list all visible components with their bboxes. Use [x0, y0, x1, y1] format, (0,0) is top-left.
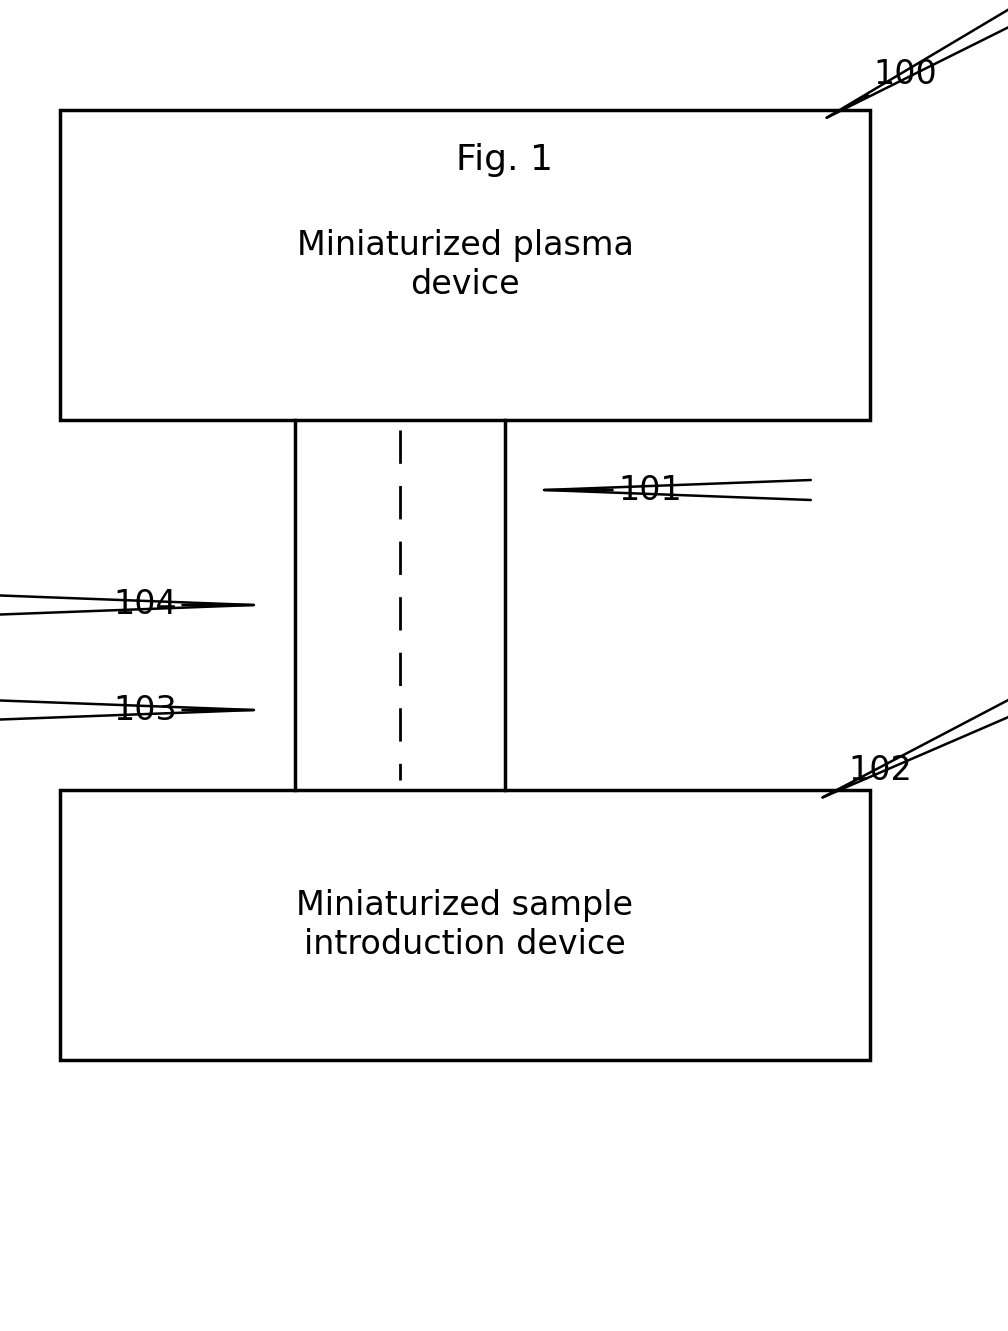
Text: 100: 100: [827, 0, 1008, 117]
Text: Fig. 1: Fig. 1: [456, 142, 552, 177]
Text: 104: 104: [0, 588, 254, 622]
Text: Miniaturized sample
introduction device: Miniaturized sample introduction device: [296, 889, 633, 961]
Text: 101: 101: [544, 474, 810, 507]
Text: 102: 102: [822, 673, 1008, 797]
Text: 103: 103: [0, 693, 254, 727]
Bar: [60, 791, 870, 1059]
Text: Miniaturized plasma
device: Miniaturized plasma device: [296, 229, 633, 301]
Bar: [60, 110, 870, 421]
